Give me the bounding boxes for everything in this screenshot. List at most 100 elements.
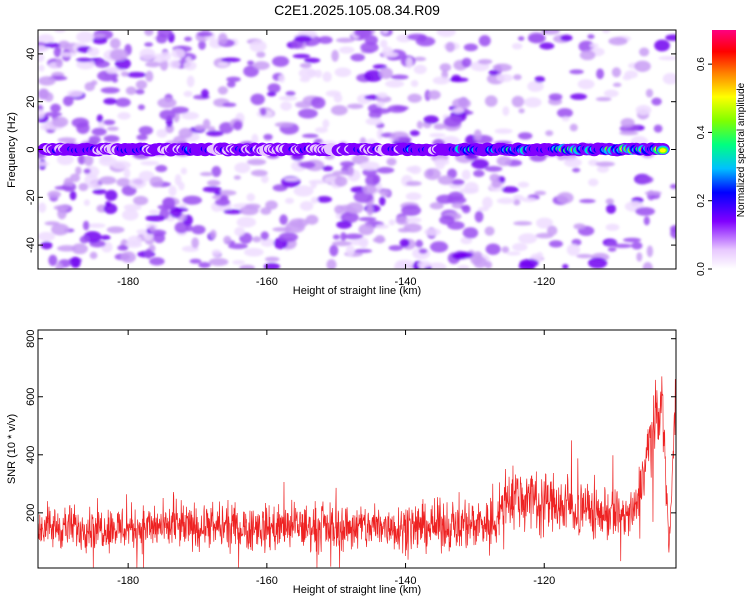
spectrogram-noise-blob (92, 36, 108, 45)
spectrogram-noise-blob (44, 111, 63, 117)
spectrogram-noise-blob (512, 243, 528, 252)
spectrogram-noise-blob (126, 71, 147, 78)
spectrogram-noise-blob (181, 111, 200, 120)
spectrogram-noise-blob (79, 235, 90, 244)
spectrogram-noise-blob (71, 243, 88, 255)
spectrogram-noise-blob (358, 237, 369, 249)
spectrogram-noise-blob (87, 183, 102, 189)
spectrogram-noise-blob (159, 109, 176, 120)
spectrogram-noise-blob (332, 234, 340, 240)
spectrogram-noise-blob (623, 237, 642, 243)
spectrogram-noise-blob (397, 227, 411, 233)
spectrogram-noise-blob (261, 174, 269, 184)
spectrogram-noise-blob (478, 35, 491, 47)
spectrogram-noise-blob (634, 60, 651, 72)
spectrogram-noise-blob (149, 225, 156, 233)
spectrogram-noise-blob (395, 216, 410, 225)
spectrogram-noise-blob (334, 176, 348, 187)
spectrogram-noise-blob (501, 246, 510, 254)
spectrogram-noise-blob (239, 264, 255, 269)
spectrogram-noise-blob (635, 104, 652, 116)
spectrogram-y-tick-label: 0 (25, 146, 37, 152)
spectrogram-noise-blob (106, 68, 118, 74)
spectrogram-noise-blob (120, 71, 129, 77)
spectrogram-noise-blob (285, 221, 306, 233)
spectrogram-y-ticks: 40 20 0 -20 -40 (25, 48, 676, 253)
spectrogram-noise-blob (511, 95, 525, 108)
snr-y-ticks: 200 400 600 800 (25, 330, 676, 522)
colorbar-ticks: 0.0 0.2 0.4 0.6 (696, 57, 712, 276)
spectrogram-noise-blob (474, 210, 484, 223)
spectrogram-noise-blob (55, 262, 64, 269)
spectrogram-noise-blob (485, 243, 501, 255)
spectrogram-noise-blob (496, 155, 512, 167)
spectrogram-noise-blob (518, 108, 525, 114)
spectrogram-noise-blob (492, 63, 512, 72)
spectrogram-noise-blob (331, 49, 339, 62)
spectrogram-noise-blob (222, 102, 237, 107)
spectrogram-noise-blob (191, 237, 199, 249)
spectrogram-noise-blob (405, 57, 413, 69)
spectrogram-noise-blob (345, 244, 355, 257)
spectrogram-y-tick-label: -20 (25, 189, 37, 205)
spectrogram-noise-blob (138, 170, 155, 182)
spectrogram-noise-blob (316, 196, 333, 203)
spectrogram-noise-blob (569, 69, 584, 75)
spectrogram-noise-blob (602, 30, 611, 34)
spectrogram-noise-blob (345, 202, 364, 214)
spectrogram-noise-blob (218, 33, 228, 45)
spectrogram-noise-blob (354, 30, 372, 38)
spectrogram-noise-blob (189, 258, 202, 264)
spectrogram-noise-blob (477, 59, 493, 65)
spectrogram-noise-blob (573, 223, 586, 230)
spectrogram-noise-blob (109, 48, 129, 61)
spectrogram-noise-blob (622, 75, 632, 81)
spectrogram-noise-blob (178, 127, 193, 139)
spectrogram-noise-blob (55, 57, 63, 68)
spectrogram-noise-blob (379, 196, 386, 206)
spectrogram-noise-blob (358, 217, 377, 222)
spectrogram-noise-blob (579, 50, 596, 61)
spectrogram-noise-blob (244, 203, 261, 210)
spectrogram-ridge-cell (659, 148, 666, 153)
spectrogram-noise-blob (620, 117, 635, 128)
spectrogram-noise-blob (278, 232, 298, 242)
spectrogram-noise-blob (606, 241, 618, 247)
spectrogram-noise-blob (84, 82, 95, 92)
spectrogram-noise-blob (613, 243, 633, 248)
spectrogram-noise-blob (347, 103, 364, 109)
spectrogram-noise-blob (461, 57, 472, 68)
spectrogram-noise-blob (256, 51, 266, 58)
spectrogram-noise-blob (432, 76, 450, 85)
spectrogram-panel: -180 -160 -140 -120 40 20 0 -20 -40 Height of s… (6, 29, 677, 297)
spectrogram-noise-blob (106, 126, 119, 131)
spectrogram-noise-blob (464, 182, 479, 194)
spectrogram-noise-blob (513, 74, 522, 81)
spectrogram-noise-blob (451, 74, 461, 82)
spectrogram-noise-blob (560, 34, 573, 42)
spectrogram-noise-blob (351, 154, 369, 165)
spectrogram-noise-blob (234, 226, 245, 237)
spectrogram-noise-blob (326, 259, 337, 269)
snr-x-tick-label: -160 (256, 575, 278, 587)
spectrogram-noise-blob (92, 188, 107, 195)
spectrogram-noise-blob (233, 120, 243, 131)
spectrogram-noise-blob (513, 221, 533, 226)
spectrogram-noise-blob (433, 123, 446, 130)
spectrogram-noise-blob (38, 53, 45, 63)
spectrogram-noise-blob (168, 59, 181, 69)
snr-y-tick-label: 800 (25, 330, 37, 348)
spectrogram-noise-blob (390, 74, 409, 80)
spectrogram-noise-blob (87, 47, 100, 57)
spectrogram-noise-blob (388, 245, 403, 251)
spectrogram-noise-blob (439, 63, 452, 72)
spectrogram-noise-blob (208, 257, 229, 266)
spectrogram-noise-blob (473, 129, 482, 141)
spectrogram-noise-blob (191, 224, 206, 235)
spectrogram-noise-blob (185, 223, 193, 232)
spectrogram-noise-blob (96, 114, 103, 123)
spectrogram-noise-blob (653, 124, 663, 133)
spectrogram-noise-blob (38, 202, 47, 213)
spectrogram-noise-blob (38, 88, 50, 100)
spectrogram-noise-blob (100, 87, 120, 94)
